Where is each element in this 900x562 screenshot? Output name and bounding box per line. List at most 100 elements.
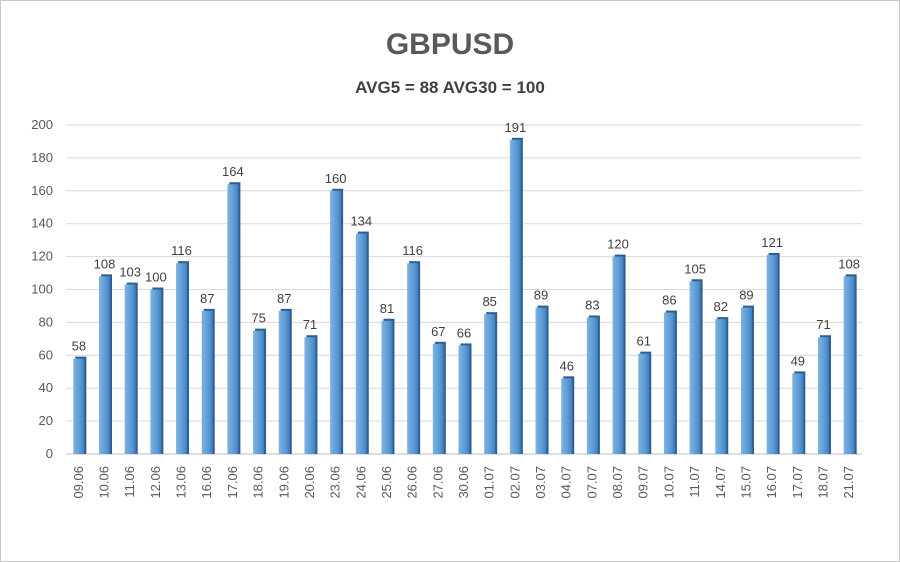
bar [612, 256, 624, 454]
x-tick-label: 15.07 [738, 466, 753, 499]
data-label: 191 [505, 120, 527, 135]
chart-subtitle: AVG5 = 88 AVG30 = 100 [355, 78, 545, 97]
data-label: 67 [431, 324, 445, 339]
y-tick-label: 200 [31, 117, 53, 132]
x-axis-ticks: 09.06 10.06 11.06 12.06 13.06 16.06 17.06 18.06… [71, 466, 856, 499]
y-tick-label: 180 [31, 150, 53, 165]
bar [253, 330, 265, 454]
data-label: 116 [171, 243, 192, 258]
x-tick-label: 10.06 [97, 466, 112, 499]
x-tick-label: 24.06 [353, 466, 368, 499]
bar [201, 310, 213, 454]
bar [843, 276, 855, 454]
y-tick-label: 160 [31, 183, 53, 198]
data-label: 58 [72, 339, 86, 354]
x-tick-label: 18.07 [815, 466, 830, 499]
x-tick-label: 12.06 [148, 466, 163, 499]
bar [227, 184, 239, 454]
bar [663, 312, 675, 454]
x-tick-label: 01.07 [482, 466, 497, 499]
data-label: 61 [637, 334, 651, 349]
bar [817, 337, 829, 454]
bar [432, 343, 444, 454]
y-tick-label: 60 [39, 347, 53, 362]
bars [73, 137, 857, 455]
x-tick-label: 19.06 [276, 466, 291, 499]
x-tick-label: 17.06 [225, 466, 240, 499]
x-tick-label: 21.07 [841, 466, 856, 499]
data-label: 134 [350, 214, 372, 229]
data-label: 89 [534, 288, 548, 303]
data-label: 116 [402, 243, 423, 258]
x-tick-label: 18.06 [251, 466, 266, 499]
data-label: 46 [559, 358, 573, 373]
data-label: 160 [325, 171, 347, 186]
bar [278, 310, 290, 454]
x-tick-label: 16.06 [199, 466, 214, 499]
bar [381, 320, 393, 454]
x-tick-label: 11.06 [122, 466, 137, 498]
y-tick-label: 20 [39, 413, 53, 428]
data-label: 82 [714, 299, 728, 314]
x-tick-label: 09.06 [71, 466, 86, 499]
y-tick-label: 40 [39, 380, 53, 395]
y-tick-label: 140 [31, 216, 53, 231]
x-tick-label: 09.07 [636, 466, 651, 499]
bar [689, 281, 701, 454]
y-tick-label: 80 [39, 314, 53, 329]
x-tick-label: 20.06 [302, 466, 317, 499]
data-label: 89 [739, 288, 753, 303]
x-tick-label: 11.07 [687, 466, 702, 498]
bar [509, 139, 521, 454]
bar [740, 307, 752, 454]
bar [535, 307, 547, 454]
data-label: 49 [791, 353, 805, 368]
x-tick-label: 02.07 [507, 466, 522, 499]
x-tick-label: 17.07 [790, 466, 805, 499]
bar [330, 190, 342, 455]
x-tick-label: 26.06 [405, 466, 420, 499]
y-tick-label: 0 [46, 446, 53, 461]
data-label: 120 [607, 237, 629, 252]
bar [99, 276, 111, 454]
bar [124, 284, 136, 454]
data-label: 100 [145, 270, 167, 285]
x-tick-label: 03.07 [533, 466, 548, 499]
data-label: 71 [303, 317, 317, 332]
bar [638, 353, 650, 454]
data-label: 164 [222, 164, 244, 179]
bar [407, 263, 419, 454]
bar [561, 378, 573, 454]
data-label: 66 [457, 325, 471, 340]
x-tick-label: 07.07 [584, 466, 599, 499]
data-label: 81 [380, 301, 394, 316]
bar [766, 254, 778, 454]
x-tick-label: 25.06 [379, 466, 394, 499]
data-label: 75 [251, 311, 265, 326]
y-axis-ticks: 0 20 40 60 80 100 120 140 160 180 200 [31, 117, 53, 461]
bar [304, 337, 316, 454]
x-tick-label: 23.06 [328, 466, 343, 499]
x-tick-label: 27.06 [430, 466, 445, 499]
data-label: 121 [761, 235, 783, 250]
data-label: 71 [816, 317, 830, 332]
x-tick-label: 16.07 [764, 466, 779, 499]
bar [176, 263, 188, 454]
data-label: 108 [94, 256, 116, 271]
x-tick-label: 10.07 [661, 466, 676, 499]
data-label: 108 [838, 256, 860, 271]
x-tick-label: 30.06 [456, 466, 471, 499]
bar [715, 319, 727, 454]
y-tick-label: 120 [31, 249, 53, 264]
x-tick-label: 04.07 [559, 466, 574, 499]
x-tick-label: 14.07 [713, 466, 728, 499]
bar [792, 373, 804, 454]
bar [73, 358, 85, 454]
bar [586, 317, 598, 454]
data-label: 105 [684, 261, 706, 276]
data-label: 103 [119, 265, 141, 280]
data-label: 86 [662, 293, 676, 308]
